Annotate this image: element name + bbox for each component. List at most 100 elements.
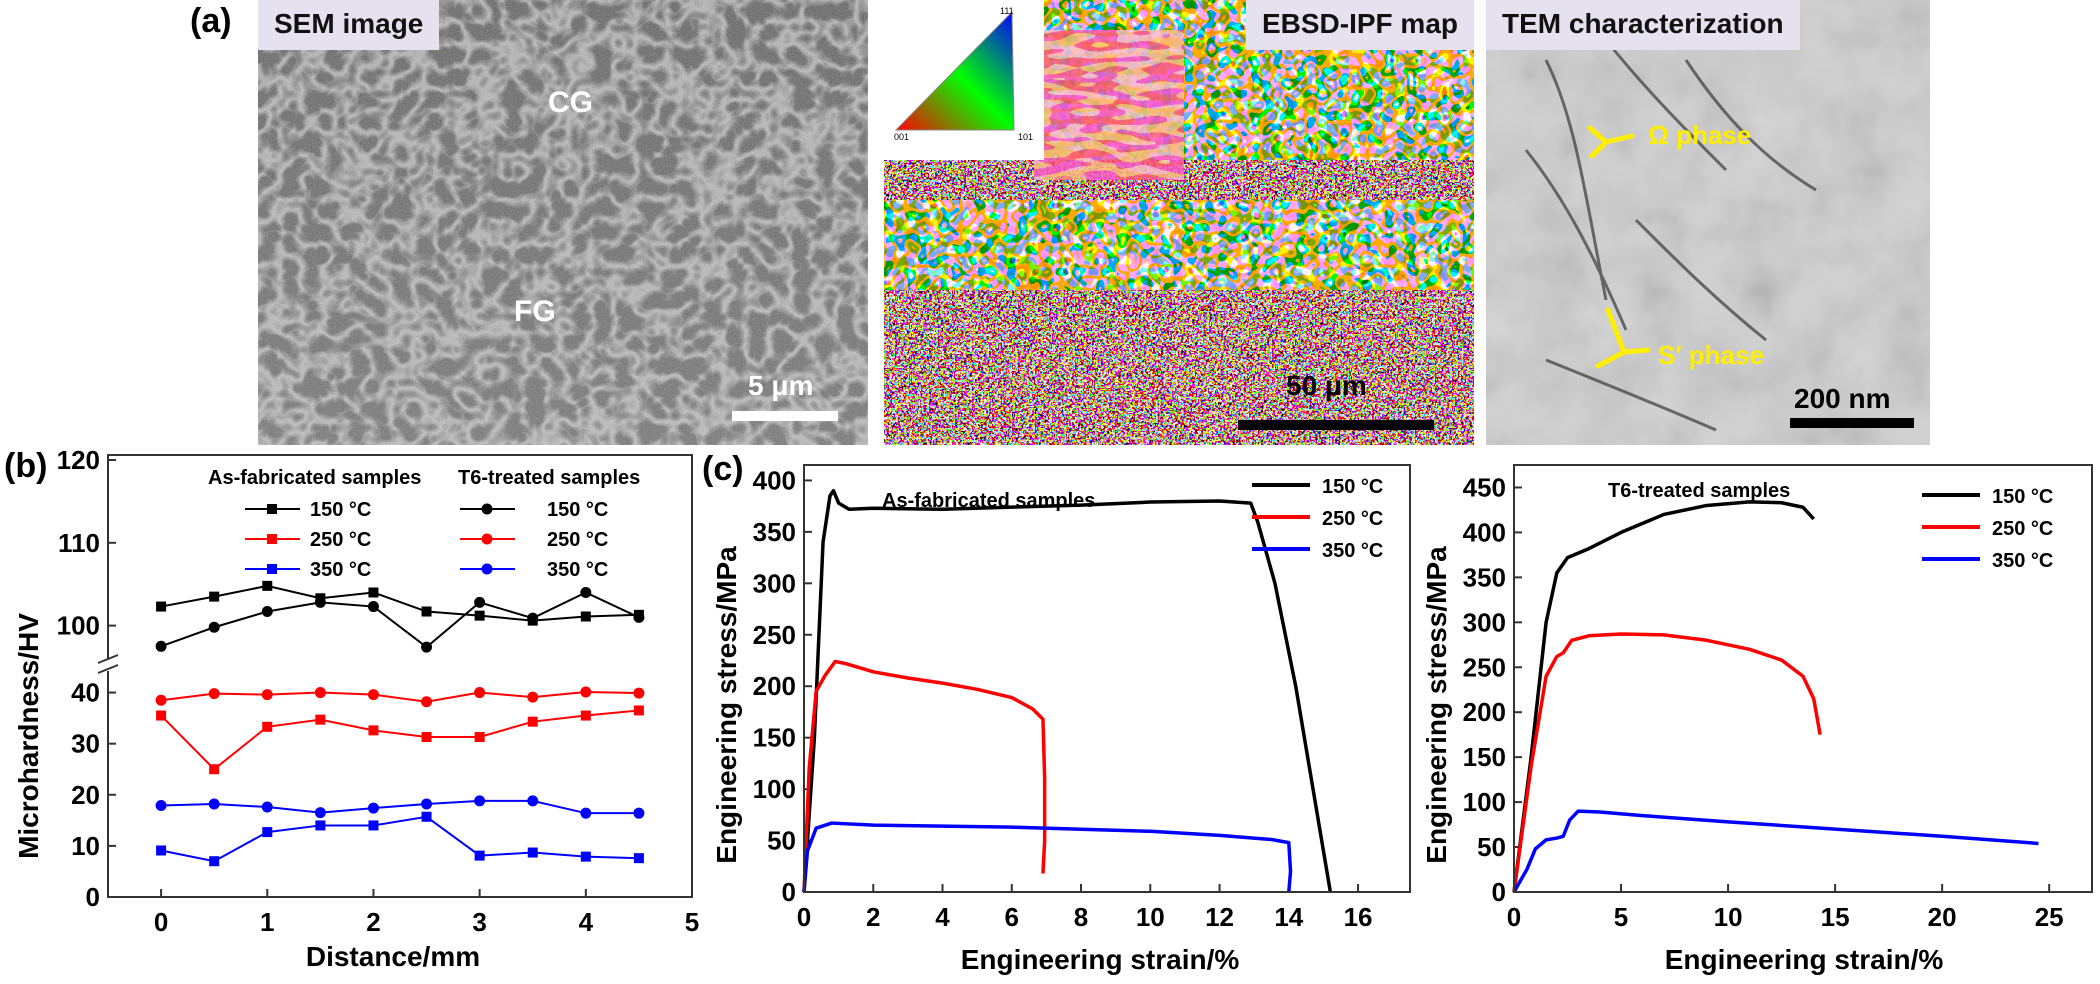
chart-b-point <box>633 807 645 819</box>
series-line <box>802 821 1293 893</box>
ytick-label: 100 <box>753 774 796 804</box>
xtick-label: 0 <box>797 902 811 932</box>
series-line <box>802 659 1047 893</box>
ytick-label: 150 <box>753 723 796 753</box>
chart-b-point <box>527 691 539 703</box>
legend-header-as-fabricated: As-fabricated samples <box>208 467 421 489</box>
chart-b-point <box>368 820 379 831</box>
chart-b-point <box>527 612 539 624</box>
xtick-label: 10 <box>1714 902 1743 932</box>
fine-grain-label: FG <box>514 295 556 328</box>
legend-label: 250 °C <box>1992 518 2053 540</box>
chart-b-point <box>367 802 379 814</box>
xtick-label: 20 <box>1928 902 1957 932</box>
ebsd-ipf-corner-left: 001 <box>894 132 910 142</box>
chart-b-point <box>474 732 485 743</box>
microhardness-chart: Microhardness/HV Distance/mm 0 1 2 3 4 5 0 10 20… <box>13 445 699 972</box>
chart-b-point <box>261 606 273 618</box>
chart-b-point <box>208 621 220 633</box>
ebsd-ipf-map <box>884 0 1474 445</box>
ebsd-ipf-panel: 111 001 101 EBSD-IPF map 50 μm <box>884 0 1474 445</box>
chart-b-point <box>314 687 326 699</box>
chart-cr-title: T6-treated samples <box>1608 480 1790 502</box>
chart-b-point <box>633 687 645 699</box>
sem-image-panel: SEM image CG FG 5 μm <box>258 0 868 445</box>
legend-label: 350 °C <box>310 559 371 581</box>
chart-b-point <box>527 716 538 727</box>
chart-b-point <box>155 640 167 652</box>
chart-b-point <box>156 845 167 856</box>
tem-scalebar <box>1790 418 1914 428</box>
legend-label: 250 °C <box>547 529 608 551</box>
sem-image-tag: SEM image <box>258 0 440 50</box>
chart-b-point <box>580 851 591 862</box>
chart-b-ytick-label: 10 <box>71 831 100 861</box>
chart-b-point <box>262 827 273 838</box>
chart-b-series-line <box>160 591 640 649</box>
s-prime-phase-label: S′ phase <box>1658 340 1764 370</box>
ytick-label: 300 <box>1463 607 1506 637</box>
legend-square-marker <box>267 504 277 514</box>
ytick-label: 50 <box>1477 832 1506 862</box>
series-line <box>1512 809 2039 893</box>
chart-b-ytick-label: 30 <box>71 729 100 759</box>
chart-b-xtick-label: 1 <box>260 907 274 937</box>
tem-scale-text: 200 nm <box>1794 383 1891 414</box>
omega-phase-label: Ω phase <box>1648 120 1752 150</box>
series-line <box>1512 632 1822 893</box>
chart-b-point <box>474 596 486 608</box>
chart-cl-legend: 150 °C 250 °C 350 °C <box>1252 476 1383 562</box>
chart-b-point <box>156 710 167 721</box>
series-line <box>1512 500 1815 893</box>
chart-b-xtick-label: 2 <box>366 907 380 937</box>
tem-image-panel: TEM characterization Ω phase S′ phase 20… <box>1486 0 1930 445</box>
xtick-label: 0 <box>1507 902 1521 932</box>
legend-label: 250 °C <box>1322 508 1383 530</box>
chart-b-point <box>209 856 220 867</box>
ytick-label: 450 <box>1463 472 1506 502</box>
legend-label: 150 °C <box>1322 476 1383 498</box>
xtick-label: 4 <box>935 902 950 932</box>
legend-label: 150 °C <box>1992 486 2053 508</box>
chart-b-point <box>421 732 432 743</box>
chart-cr-xlabel: Engineering strain/% <box>1665 944 1944 975</box>
chart-b-xtick-label: 0 <box>154 907 168 937</box>
chart-b-point <box>367 689 379 701</box>
legend-square-marker <box>267 564 277 574</box>
chart-b-ytick-label: 0 <box>86 882 100 912</box>
chart-frame <box>1513 464 2093 893</box>
sem-scalebar <box>732 411 838 421</box>
chart-b-series-line <box>160 691 639 703</box>
chart-cr-ylabel: Engineering stress/MPa <box>1421 546 1452 864</box>
tem-micrograph <box>1486 0 1930 445</box>
chart-b-point <box>580 710 591 721</box>
ytick-label: 50 <box>767 826 796 856</box>
chart-b-point <box>155 694 167 706</box>
chart-cr-legend: 150 °C 250 °C 350 °C <box>1922 486 2053 572</box>
chart-b-point <box>421 606 432 617</box>
chart-b-legend: As-fabricated samples T6-treated samples… <box>208 467 640 581</box>
ytick-label: 100 <box>1463 787 1506 817</box>
chart-b-point <box>580 686 592 698</box>
chart-b-point <box>421 798 433 810</box>
chart-b-point <box>262 580 273 591</box>
ebsd-scale-text: 50 μm <box>1286 370 1367 401</box>
ytick-label: 350 <box>753 517 796 547</box>
chart-b-xtick-label: 3 <box>472 907 486 937</box>
xtick-label: 15 <box>1821 902 1850 932</box>
chart-b-point <box>209 591 220 602</box>
chart-b-point <box>208 798 220 810</box>
xtick-label: 10 <box>1136 902 1165 932</box>
chart-b-series-line <box>160 709 640 771</box>
ebsd-image-tag: EBSD-IPF map <box>1245 0 1474 50</box>
xtick-label: 12 <box>1205 902 1234 932</box>
legend-circle-marker <box>481 503 493 515</box>
ytick-label: 250 <box>1463 652 1506 682</box>
chart-b-point <box>527 847 538 858</box>
chart-b-series-line <box>160 815 639 863</box>
tem-image-tag: TEM characterization <box>1486 0 1800 50</box>
chart-b-point <box>368 587 379 598</box>
chart-b-ytick-label: 100 <box>57 611 100 641</box>
ebsd-scalebar <box>1238 420 1434 430</box>
ytick-label: 300 <box>753 568 796 598</box>
